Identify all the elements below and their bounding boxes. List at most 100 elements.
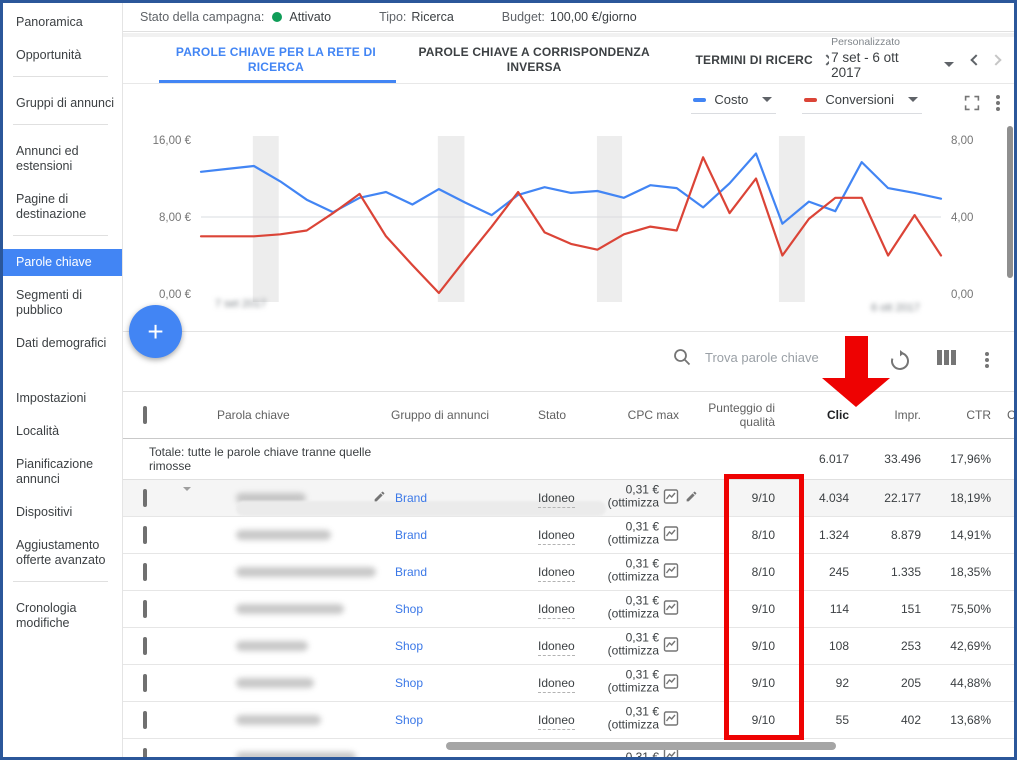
bid-strategy-icon[interactable] <box>663 600 679 619</box>
sidebar-item-panoramica[interactable]: Panoramica <box>16 15 83 29</box>
search-input[interactable] <box>703 348 853 366</box>
col-header-max-cpc[interactable]: CPC max <box>627 408 679 422</box>
horizontal-scrollbar[interactable] <box>446 742 836 750</box>
sidebar-item-aggiustamento-offerte-avanzato[interactable]: Aggiustamento offerte avanzato <box>16 538 106 567</box>
keyword-text-redacted[interactable] <box>236 641 308 651</box>
col-header-clicks[interactable]: Clic <box>826 408 849 422</box>
impressions-value: 8.879 <box>890 528 921 542</box>
ad-group-link[interactable]: Brand <box>395 528 428 542</box>
col-header-ad-group[interactable]: Gruppo di annunci <box>391 408 490 422</box>
tab-negative-keywords[interactable]: PAROLE CHIAVE A CORRISPONDENZA INVERSA <box>418 45 650 74</box>
ad-group-link[interactable]: Shop <box>395 602 424 616</box>
max-cpc-value: 0,31 € (ottimizza <box>607 593 659 621</box>
sidebar-item-dati-demografici[interactable]: Dati demografici <box>16 336 107 350</box>
select-all-checkbox[interactable] <box>143 406 147 424</box>
keyword-text-redacted[interactable] <box>236 530 331 540</box>
tab-search-terms[interactable]: TERMINI DI RICERC <box>695 53 830 68</box>
sidebar-item-impostazioni[interactable]: Impostazioni <box>16 391 87 405</box>
table-more-options-button[interactable] <box>985 350 989 370</box>
columns-button[interactable] <box>937 350 958 365</box>
table-header-row: Parola chiave Gruppo di annunci Stato CP… <box>123 392 1014 439</box>
sidebar-item-cronologia-modifiche[interactable]: Cronologia modifiche <box>16 601 77 630</box>
col-header-quality-score[interactable]: Punteggio di qualità <box>708 401 775 429</box>
sidebar-item-dispositivi[interactable]: Dispositivi <box>16 505 73 519</box>
bid-strategy-icon[interactable] <box>663 637 679 656</box>
sidebar-item-localit-[interactable]: Località <box>16 424 60 438</box>
edit-keyword-button[interactable] <box>373 490 386 506</box>
sidebar-item-pianificazione-annunci[interactable]: Pianificazione annunci <box>16 457 94 486</box>
sidebar-item-annunci-ed-estensioni[interactable]: Annunci ed estensioni <box>16 144 79 173</box>
keyword-text-redacted[interactable] <box>236 493 306 503</box>
legend-conversioni[interactable]: Conversioni <box>802 92 922 114</box>
bid-strategy-icon <box>663 600 679 615</box>
row-checkbox[interactable] <box>143 748 147 757</box>
row-checkbox[interactable] <box>143 600 147 618</box>
expand-chart-button[interactable] <box>964 95 980 111</box>
sidebar-item-opportunit-[interactable]: Opportunità <box>16 48 82 62</box>
legend-costo[interactable]: Costo <box>691 92 777 114</box>
row-expand-caret[interactable] <box>183 487 191 505</box>
table-row: Shop Idoneo 0,31 € (ottimizza 9/10 92 205 44,88… <box>123 665 1014 702</box>
date-prev-button[interactable] <box>966 45 986 75</box>
col-header-ctr[interactable]: CTR <box>966 408 991 422</box>
edit-bid-button[interactable] <box>685 490 698 506</box>
conversioni-series-swatch <box>804 97 818 102</box>
keyword-text-redacted[interactable] <box>236 678 314 688</box>
table-row: Brand Idoneo 0,31 € (ottimizza 8/10 245 1.335 1… <box>123 554 1014 591</box>
ctr-value: 75,50% <box>950 602 991 616</box>
bid-strategy-icon[interactable] <box>663 674 679 693</box>
bid-strategy-icon <box>663 526 679 541</box>
sidebar-nav: Panoramica Opportunità Gruppi di annunci An… <box>3 3 123 757</box>
keyword-text-redacted[interactable] <box>236 604 344 614</box>
row-checkbox[interactable] <box>143 489 147 507</box>
keyword-text-redacted[interactable] <box>236 567 376 577</box>
vertical-scrollbar[interactable] <box>1007 126 1013 278</box>
ctr-value: 42,69% <box>950 639 991 653</box>
keyword-text-redacted[interactable] <box>236 752 356 757</box>
status-green-dot-icon <box>272 12 283 22</box>
add-keyword-button[interactable]: + <box>129 305 182 358</box>
sidebar-item-pagine-di-destinazione[interactable]: Pagine di destinazione <box>16 192 87 221</box>
svg-text:0,00 €: 0,00 € <box>159 289 192 301</box>
table-row: Shop Idoneo 0,31 € (ottimizza 9/10 114 151 75,5… <box>123 591 1014 628</box>
performance-chart-card: Costo Conversioni 16,00 € 8,00 € 0,00 € 8,0… <box>123 84 1014 332</box>
ad-group-link[interactable]: Brand <box>395 491 428 505</box>
sidebar-item-parole-chiave[interactable]: Parole chiave <box>3 249 122 276</box>
tab-bar: PAROLE CHIAVE PER LA RETE DI RICERCA PAR… <box>123 36 1014 85</box>
bid-strategy-icon[interactable] <box>663 526 679 545</box>
bid-strategy-icon[interactable] <box>663 563 679 582</box>
tab-keywords-search-network[interactable]: PAROLE CHIAVE PER LA RETE DI RICERCA <box>175 45 376 74</box>
col-header-status[interactable]: Stato <box>538 408 567 422</box>
segment-refresh-button[interactable] <box>889 350 911 377</box>
keyword-text-redacted[interactable] <box>236 715 321 725</box>
sidebar-item-segmenti-di-pubblico[interactable]: Segmenti di pubblico <box>16 288 83 317</box>
bid-strategy-icon[interactable] <box>663 711 679 730</box>
date-preset-label: Personalizzato <box>831 35 900 48</box>
date-next-button[interactable] <box>986 45 1006 75</box>
search-icon <box>674 349 691 366</box>
max-cpc-value: 0,31 € (ottimizza <box>607 482 659 510</box>
sidebar-divider <box>13 581 108 582</box>
col-header-keyword[interactable]: Parola chiave <box>217 408 290 422</box>
total-impressions: 33.496 <box>884 452 921 466</box>
ctr-value: 13,68% <box>950 713 991 727</box>
svg-text:4,00: 4,00 <box>951 212 973 224</box>
ad-group-link[interactable]: Shop <box>395 713 424 727</box>
ad-group-link[interactable]: Shop <box>395 676 424 690</box>
row-checkbox[interactable] <box>143 637 147 655</box>
date-range-button[interactable]: Personalizzato 7 set - 6 ott 2017 <box>829 36 956 85</box>
col-header-impressions[interactable]: Impr. <box>894 408 921 422</box>
chevron-right-icon[interactable] <box>821 54 830 66</box>
row-checkbox[interactable] <box>143 711 147 729</box>
total-clicks: 6.017 <box>818 452 849 466</box>
chart-more-options-button[interactable] <box>996 93 1000 113</box>
red-arrow-annotation <box>845 336 868 380</box>
row-checkbox[interactable] <box>143 563 147 581</box>
row-checkbox[interactable] <box>143 526 147 544</box>
bid-strategy-icon[interactable] <box>663 489 679 508</box>
ad-group-link[interactable]: Shop <box>395 639 424 653</box>
ad-group-link[interactable]: Brand <box>395 565 428 579</box>
sidebar-item-gruppi-di-annunci[interactable]: Gruppi di annunci <box>16 96 114 110</box>
row-checkbox[interactable] <box>143 674 147 692</box>
